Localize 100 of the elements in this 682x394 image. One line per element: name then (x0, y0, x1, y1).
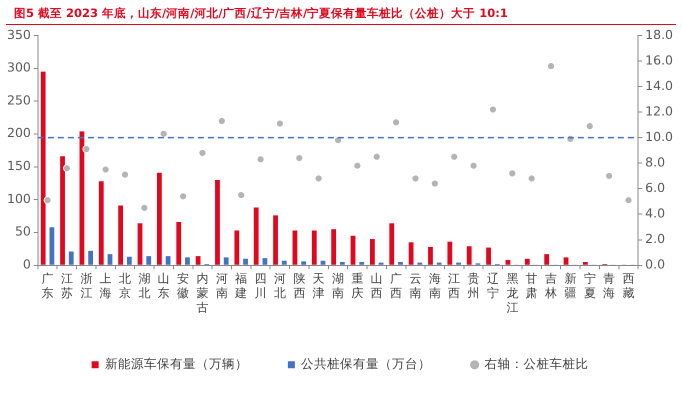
x-tick-label: 山西 (370, 272, 383, 300)
x-tick-label: 西藏 (622, 272, 634, 300)
y-tick-label: 50 (14, 224, 31, 239)
bar (118, 206, 124, 265)
bar (292, 230, 298, 265)
x-tick-label: 江苏 (60, 272, 73, 300)
point (372, 152, 381, 161)
y2-tick-label: 18.0 (645, 26, 674, 42)
x-tick-label: 河南 (216, 272, 228, 300)
point (586, 122, 594, 130)
point (160, 130, 168, 138)
y-tick-label: 300 (7, 60, 31, 75)
bar (108, 254, 112, 265)
y-tick-label: 250 (7, 92, 31, 108)
bar (506, 260, 510, 265)
bar (312, 230, 317, 265)
bar (243, 258, 248, 265)
bar (340, 262, 345, 265)
x-tick-label: 辽宁 (486, 272, 499, 300)
point (624, 196, 632, 204)
point (470, 162, 478, 170)
y-tick-label: 350 (7, 26, 31, 42)
y2-tick-label: 2.0 (645, 231, 666, 246)
x-tick-label: 宁夏 (584, 272, 596, 300)
y-tick-label: 150 (7, 158, 31, 174)
bar (359, 262, 364, 265)
bar (40, 72, 46, 265)
bar (262, 258, 268, 265)
y2-tick-label: 10.0 (645, 128, 674, 144)
point (430, 180, 439, 188)
point (44, 196, 52, 204)
bar (88, 250, 94, 265)
point (528, 174, 536, 182)
bar (389, 223, 394, 265)
legend-label: 公共桩保有量（万台） (301, 356, 432, 371)
bar (166, 256, 170, 265)
bar (156, 172, 162, 265)
x-tick-label: 黑龙江 (506, 272, 518, 314)
bar (176, 222, 182, 265)
x-tick-label: 四川 (254, 272, 267, 300)
x-tick-label: 湖北 (138, 272, 150, 300)
x-tick-label: 湖南 (332, 272, 344, 300)
x-tick-label: 云南 (409, 272, 422, 300)
legend-label: 新能源车保有量（万辆） (104, 356, 248, 371)
x-tick-label: 上海 (100, 272, 112, 300)
x-tick-label: 新疆 (564, 272, 576, 300)
bar (398, 262, 403, 265)
point (140, 204, 148, 212)
x-tick-label: 福建 (234, 272, 248, 300)
x-tick-label: 江西 (448, 272, 460, 300)
point (605, 172, 614, 180)
point (256, 155, 264, 164)
bar (524, 258, 530, 265)
point (547, 62, 555, 70)
bar (583, 262, 588, 265)
y2-tick-label: 4.0 (645, 205, 666, 220)
y-tick-label: 0 (22, 256, 31, 272)
bar (146, 256, 152, 265)
bar (196, 256, 200, 265)
bar (447, 242, 452, 265)
point (392, 118, 400, 126)
point (508, 169, 516, 178)
x-tick-label: 青海 (603, 272, 616, 300)
x-tick-label: 天津 (312, 272, 325, 300)
x-tick-label: 浙江 (80, 272, 92, 300)
bar (254, 208, 259, 265)
bar (68, 252, 74, 265)
bar (126, 256, 132, 265)
bar (350, 236, 356, 265)
y-tick-label: 200 (7, 125, 31, 140)
bar (544, 254, 550, 265)
point (63, 164, 71, 172)
bar (60, 156, 65, 265)
x-tick-label: 安徽 (177, 272, 190, 300)
bar (234, 230, 240, 265)
point (412, 174, 420, 182)
bar (301, 261, 306, 265)
bar (331, 229, 336, 265)
point (276, 120, 284, 128)
point (314, 174, 323, 182)
bar (408, 242, 414, 265)
x-tick-label: 河北 (274, 272, 286, 300)
point (489, 106, 497, 114)
point (121, 170, 129, 179)
bar (564, 257, 568, 265)
bar (215, 180, 220, 265)
y-tick-label: 100 (7, 190, 31, 206)
bar (80, 131, 84, 265)
bar (273, 215, 278, 265)
bar (486, 248, 491, 265)
bar (138, 223, 142, 265)
x-tick-label: 海南 (428, 272, 441, 300)
point (82, 145, 90, 154)
point (450, 152, 458, 161)
x-tick-label: 重庆 (351, 272, 364, 300)
x-tick-label: 广西 (390, 272, 402, 300)
y2-tick-label: 16.0 (645, 52, 674, 68)
bar (224, 257, 229, 265)
y2-tick-label: 12.0 (645, 103, 674, 118)
x-tick-label: 甘肃 (526, 272, 538, 300)
